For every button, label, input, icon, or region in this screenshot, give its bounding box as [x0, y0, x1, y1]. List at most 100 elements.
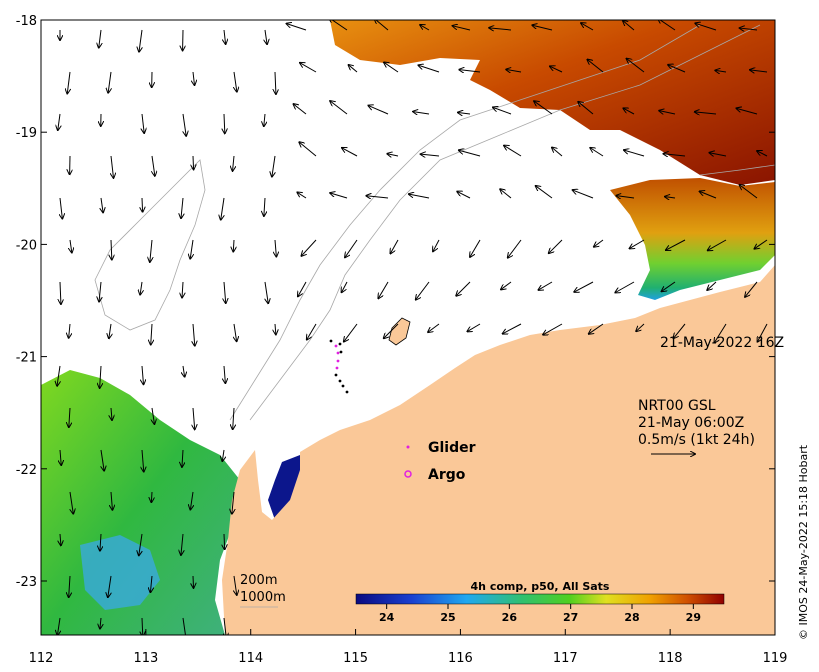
glider-track: [329, 339, 349, 394]
current-vector-arrow: [58, 113, 60, 130]
argo-legend-label: Argo: [428, 467, 466, 483]
map-plot-area: [41, 20, 775, 635]
x-tick-label: 116: [448, 651, 473, 666]
current-vector-arrow: [234, 71, 237, 92]
glider-position: [329, 339, 333, 343]
current-vector-arrow: [181, 197, 183, 218]
current-vector-arrow: [456, 281, 471, 296]
current-vector-arrow: [298, 281, 307, 296]
current-vector-arrow: [755, 239, 768, 249]
current-vector-arrow: [740, 28, 758, 30]
y-tick-label: -22: [16, 463, 37, 478]
current-vector-arrow: [740, 185, 758, 199]
current-vector-arrow: [301, 239, 317, 256]
current-vector-arrow: [552, 148, 563, 157]
current-scale-label: 0.5m/s (1kt 24h): [638, 432, 755, 448]
current-vector-arrow: [538, 281, 553, 290]
current-vector-arrow: [470, 239, 481, 257]
current-vector-arrow: [294, 104, 307, 115]
current-vector-arrow: [193, 407, 195, 429]
current-vector-arrow: [630, 239, 645, 248]
current-vector-arrow: [181, 533, 183, 555]
current-vector-arrow: [183, 617, 186, 635]
current-vector-arrow: [590, 148, 604, 157]
current-vector-arrow: [275, 71, 276, 94]
current-vector-arrow: [111, 407, 112, 420]
current-vector-arrow: [101, 197, 103, 212]
current-vector-arrow: [665, 197, 676, 198]
glider-legend-symbol: [406, 445, 410, 449]
current-vector-arrow: [193, 71, 194, 85]
current-vector-arrow: [623, 108, 635, 115]
current-vector-arrow: [111, 239, 112, 260]
current-vector-arrow: [222, 449, 224, 461]
current-vector-arrow: [549, 239, 563, 253]
current-vector-arrow: [151, 491, 152, 502]
current-vector-arrow: [418, 65, 440, 73]
glider-position: [339, 350, 343, 354]
sst-east-region: [610, 178, 775, 300]
current-vector-arrow: [109, 323, 111, 338]
current-vector-arrow: [57, 365, 60, 386]
colorbar: [355, 593, 725, 605]
colorbar-tick-label: 24: [379, 611, 395, 624]
y-axis: -18 -19 -20 -21 -22 -23: [16, 14, 775, 590]
current-vector-arrow: [674, 323, 686, 338]
current-vector-arrow: [342, 281, 348, 292]
current-vector-arrow: [709, 153, 727, 156]
current-vector-arrow: [329, 20, 348, 31]
current-vector-arrow: [142, 365, 143, 384]
glider-position: [336, 351, 340, 355]
current-vector-arrow: [142, 197, 143, 212]
colorbar-title: 4h comp, p50, All Sats: [471, 580, 610, 593]
current-vector-arrow: [108, 575, 111, 597]
island: [388, 317, 411, 346]
current-vector-arrow: [757, 151, 768, 157]
contour-1000m-label: 1000m: [240, 590, 286, 605]
colorbar-ticks: 24 25 26 27 28 29: [379, 604, 701, 624]
x-tick-label: 113: [133, 651, 158, 666]
current-vector-arrow: [573, 190, 594, 199]
current-vector-arrow: [636, 323, 645, 331]
current-vector-arrow: [550, 66, 563, 73]
plot-frame: [40, 19, 776, 636]
current-vector-arrow: [695, 23, 717, 31]
current-vector-arrow: [345, 239, 358, 257]
current-vector-arrow: [378, 281, 389, 298]
current-vector-arrow: [368, 106, 389, 115]
current-vector-arrow: [508, 239, 522, 258]
current-vector-arrow: [224, 533, 225, 549]
current-vector-arrow: [264, 197, 265, 216]
current-vector-arrow: [503, 323, 522, 334]
current-source-label: NRT00 GSL: [638, 398, 716, 414]
current-vector-arrow: [275, 323, 276, 334]
current-vector-arrow: [69, 407, 70, 427]
current-vector-arrow: [152, 155, 155, 176]
current-vector-arrow: [264, 113, 265, 126]
current-vector-arrow: [152, 407, 154, 424]
current-vector-arrow: [428, 323, 440, 332]
current-vector-arrow: [232, 491, 234, 514]
current-vector-arrow: [193, 323, 195, 346]
glider-position: [335, 366, 339, 370]
current-vector-arrow: [139, 29, 142, 52]
current-vector-arrow: [224, 29, 226, 44]
y-tick-label: -20: [16, 238, 37, 253]
current-vector-arrow: [700, 191, 717, 199]
y-tick-label: -21: [16, 351, 37, 366]
current-vector-arrow: [139, 533, 142, 555]
current-vector-arrow: [615, 281, 635, 292]
land-mass: [222, 265, 775, 635]
current-vector-arrow: [387, 154, 399, 156]
x-tick-label: 112: [29, 651, 54, 666]
current-vector-arrow: [190, 239, 193, 259]
current-vector-arrow: [108, 71, 111, 93]
current-vector-arrow: [627, 59, 645, 73]
current-vector-arrow: [330, 101, 348, 115]
current-vector-arrow: [459, 150, 481, 157]
sst-warm-region: [330, 20, 775, 185]
current-vector-arrow: [416, 281, 430, 300]
current-vector-arrow: [659, 111, 676, 114]
current-vector-arrow: [233, 407, 234, 429]
